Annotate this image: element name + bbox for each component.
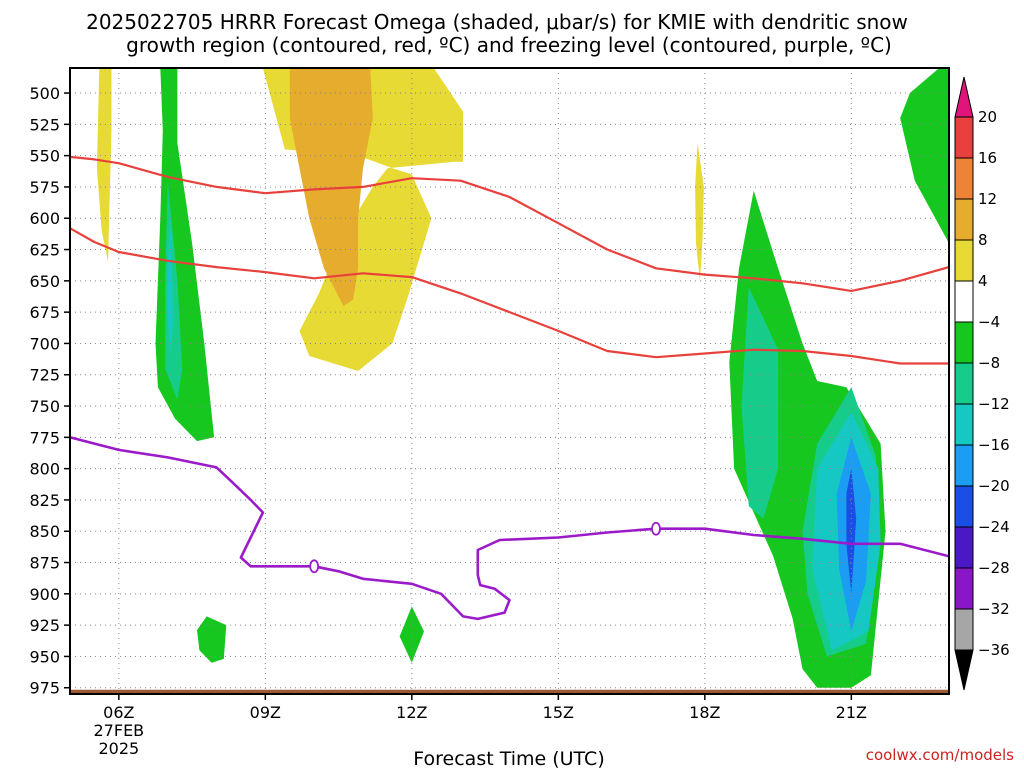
colorbar-swatch <box>954 567 974 610</box>
y-tick-label: 700 <box>29 334 60 353</box>
y-tick-label: 850 <box>29 522 60 541</box>
snow-growth-contour <box>70 227 949 365</box>
plot-frame <box>69 67 950 695</box>
y-tick-label: 575 <box>29 178 60 197</box>
y-tick-label: 525 <box>29 115 60 134</box>
colorbar-swatch <box>954 116 974 159</box>
colorbar-swatch <box>954 362 974 405</box>
omega-shaded-regions <box>96 68 949 688</box>
y-tick-label: 800 <box>29 460 60 479</box>
colorbar-under-arrow <box>954 649 974 691</box>
y-tick-label: 725 <box>29 366 60 385</box>
colorbar-level-label: −20 <box>978 477 1010 495</box>
x-tick-label: 12Z <box>396 703 427 722</box>
chart-title-line-2: growth region (contoured, red, ºC) and f… <box>126 33 892 57</box>
colorbar-level-label: −24 <box>978 518 1010 536</box>
x-tick-date-label: 27FEB <box>94 721 145 740</box>
omega-region <box>399 606 424 663</box>
x-tick-label: 15Z <box>543 703 574 722</box>
omega-region <box>741 287 779 519</box>
x-tick-label: 21Z <box>836 703 867 722</box>
y-tick-label: 925 <box>29 616 60 635</box>
colorbar-level-label: 8 <box>978 231 988 249</box>
x-axis-label: Forecast Time (UTC) <box>413 748 604 768</box>
colorbar-swatch <box>954 608 974 651</box>
x-tick-label: 18Z <box>689 703 720 722</box>
y-tick-label: 650 <box>29 272 60 291</box>
colorbar-level-label: 16 <box>978 149 997 167</box>
colorbar-swatch <box>954 321 974 364</box>
colorbar-over-arrow <box>954 76 974 118</box>
y-tick-label: 975 <box>29 679 60 698</box>
colorbar-level-label: 12 <box>978 190 997 208</box>
y-tick-label: 500 <box>29 84 60 103</box>
ground-strip <box>70 689 949 694</box>
y-tick-label: 775 <box>29 428 60 447</box>
omega-region <box>197 616 227 663</box>
plot-area <box>70 68 949 694</box>
x-tick-label: 06Z <box>103 703 134 722</box>
freezing-level-contour <box>70 436 949 621</box>
colorbar-swatch <box>954 280 974 323</box>
colorbar-swatch <box>954 403 974 446</box>
y-tick-label: 675 <box>29 303 60 322</box>
y-tick-label: 875 <box>29 554 60 573</box>
y-tick-label: 900 <box>29 585 60 604</box>
omega-region <box>96 68 112 263</box>
freezing-level-label <box>309 559 320 574</box>
colorbar-level-label: −32 <box>978 600 1010 618</box>
colorbar-level-label: −4 <box>978 313 1000 331</box>
colorbar-swatch <box>954 198 974 241</box>
colorbar-level-label: −16 <box>978 436 1010 454</box>
colorbar-swatch <box>954 485 974 528</box>
ground-fill <box>70 689 949 694</box>
chart-title-line-1: 2025022705 HRRR Forecast Omega (shaded, … <box>86 10 908 34</box>
y-tick-label: 600 <box>29 209 60 228</box>
colorbar-level-label: −12 <box>978 395 1010 413</box>
x-tick-date-label: 2025 <box>98 739 139 758</box>
colorbar-level-label: −36 <box>978 641 1010 659</box>
x-tick-label: 09Z <box>250 703 281 722</box>
freezing-level-label <box>651 521 661 536</box>
omega-region <box>695 143 704 281</box>
colorbar-swatch <box>954 444 974 487</box>
colorbar-level-label: −8 <box>978 354 1000 372</box>
omega-region <box>289 68 373 306</box>
omega-region <box>900 68 949 244</box>
y-axis-ticks: 500 525 550 575 600 625 650 675 700 725 750 775 800 8… <box>29 84 70 698</box>
y-tick-label: 625 <box>29 241 60 260</box>
colorbar-level-label: 4 <box>978 272 988 290</box>
colorbar-level-label: −28 <box>978 559 1010 577</box>
colorbar-level-label: 20 <box>978 108 997 126</box>
omega-colorbar: 20 16 12 8 4 −4 −8 −12 −16 −20 −24 −28 −32 −36 <box>954 76 1010 691</box>
snow-growth-contour <box>70 155 949 292</box>
contour-lines <box>70 155 949 621</box>
y-tick-label: 750 <box>29 397 60 416</box>
y-tick-label: 825 <box>29 491 60 510</box>
credit-link[interactable]: coolwx.com/models <box>866 746 1014 764</box>
omega-region <box>166 218 174 356</box>
colorbar-swatch <box>954 239 974 282</box>
colorbar-swatch <box>954 526 974 569</box>
y-tick-label: 950 <box>29 647 60 666</box>
colorbar-swatch <box>954 157 974 200</box>
y-tick-label: 550 <box>29 147 60 166</box>
omega-region <box>846 468 857 594</box>
